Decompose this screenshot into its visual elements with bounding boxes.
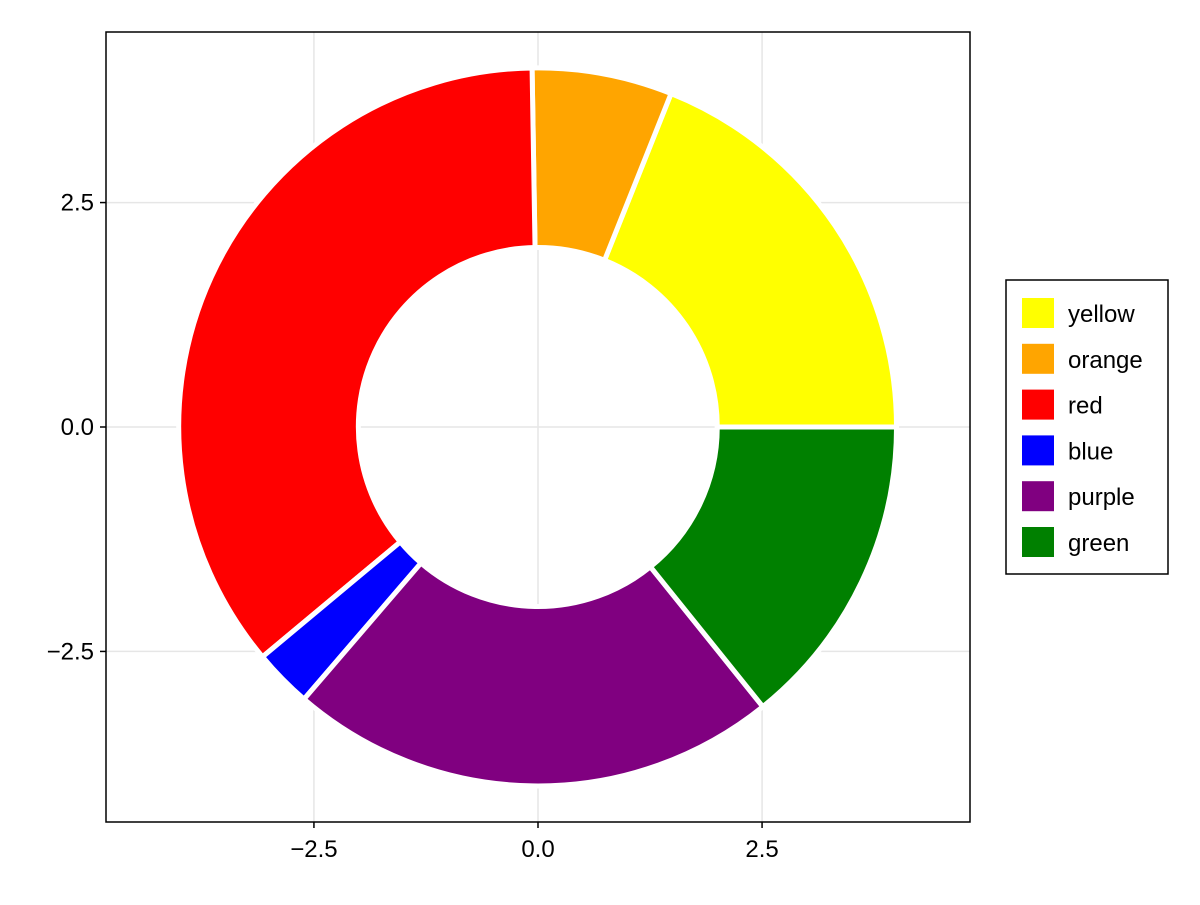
legend-swatch-purple [1022, 481, 1054, 512]
legend-label: yellow [1068, 301, 1135, 328]
x-tick-label: −2.5 [290, 836, 337, 863]
x-tick-label: 0.0 [521, 836, 554, 863]
pie-slice-yellow [601, 90, 900, 430]
legend-label: purple [1068, 484, 1135, 511]
y-tick-label: 0.0 [61, 414, 94, 441]
pie-slice-green [646, 424, 900, 711]
y-tick-label: −2.5 [47, 638, 94, 665]
legend-label: green [1068, 530, 1129, 557]
legend-swatch-orange [1022, 343, 1054, 374]
legend-label: blue [1068, 438, 1113, 465]
legend-swatch-green [1022, 527, 1054, 557]
legend-label: orange [1068, 347, 1143, 374]
legend-swatch-yellow [1022, 298, 1054, 328]
pie-slice-purple [300, 559, 767, 789]
pie-slices [176, 65, 900, 789]
x-tick-label: 2.5 [745, 836, 778, 863]
pie-slice-red [176, 65, 538, 661]
legend-swatch-red [1022, 389, 1054, 420]
legend: yellow orange red blue purple green [1005, 279, 1169, 575]
axis-ticks: −2.5 0.0 2.5 −2.5 0.0 2.5 [47, 190, 779, 863]
legend-label: red [1068, 393, 1103, 420]
legend-box [1005, 279, 1169, 575]
y-tick-label: 2.5 [61, 190, 94, 217]
legend-swatch-blue [1022, 435, 1054, 466]
